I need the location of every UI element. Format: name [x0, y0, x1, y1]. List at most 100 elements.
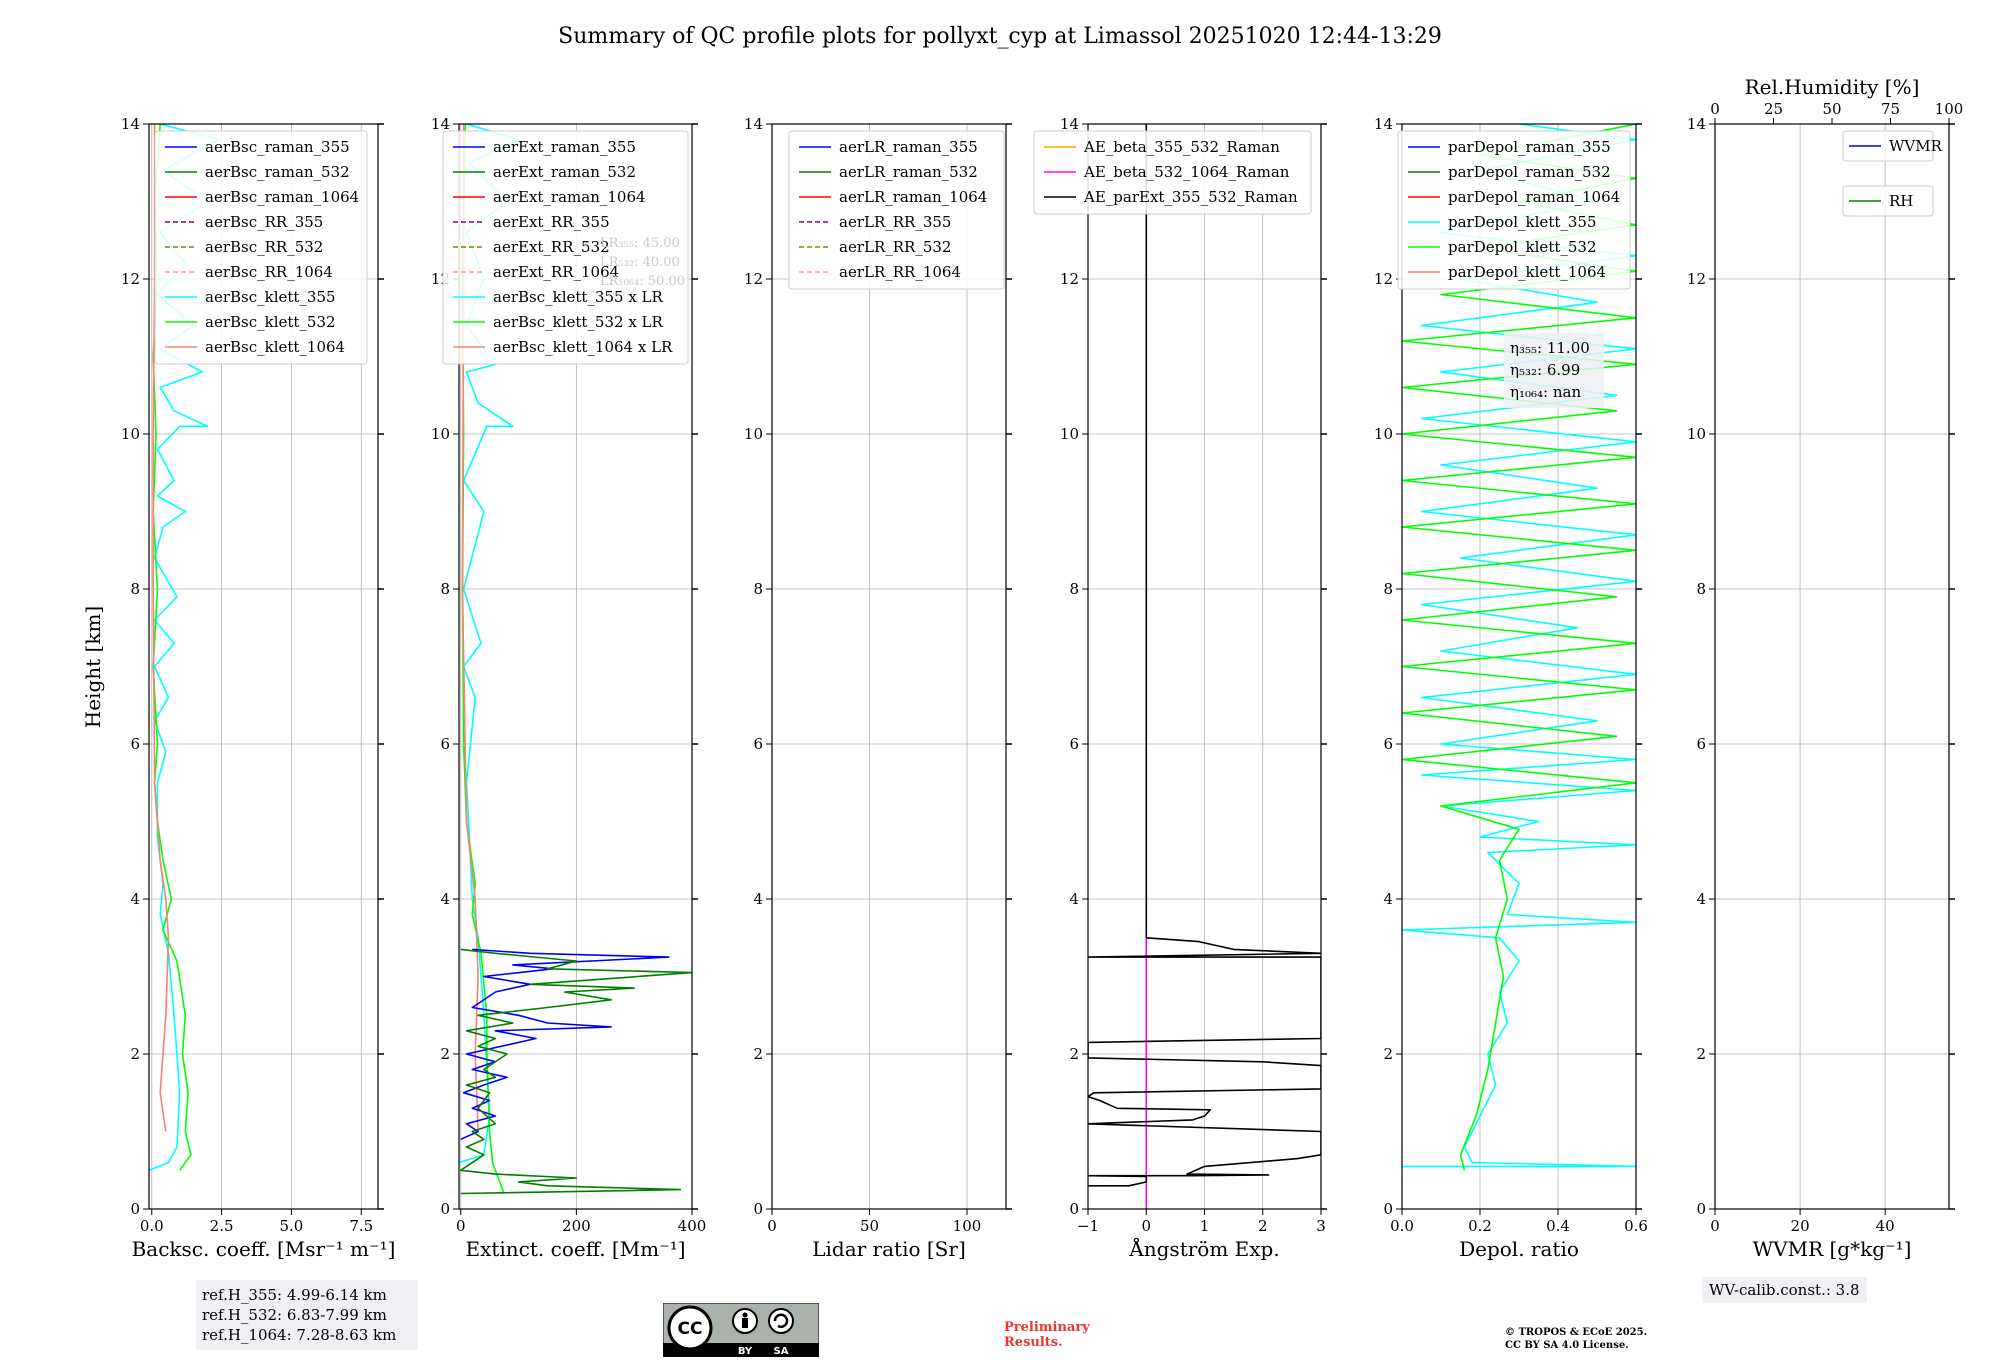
y-tick-label: 6 [1069, 735, 1079, 753]
x-tick-label: 200 [562, 1217, 591, 1235]
lr-annotation: LR₁₀₆₄: 50.00 [600, 274, 685, 289]
y-tick-label: 10 [744, 425, 763, 443]
x-tick-label: 0.4 [1546, 1217, 1570, 1235]
legend-box [1842, 130, 1934, 162]
y-tick-label: 4 [440, 890, 450, 908]
eta-value: η₅₃₂: 6.99 [1510, 361, 1580, 379]
x-axis-label: WVMR [g*kg⁻¹] [1753, 1237, 1912, 1261]
y-tick-label: 12 [744, 270, 763, 288]
series-line-parDepol_klett_355 [1402, 124, 1636, 1168]
x-tick-label: 0.0 [1390, 1217, 1414, 1235]
x-axis-label: Extinct. coeff. [Mm⁻¹] [465, 1237, 685, 1261]
x-tick-label: 0 [767, 1217, 777, 1235]
y-tick-label: 8 [1383, 580, 1393, 598]
x-tick-label: 2 [1258, 1217, 1268, 1235]
y-tick-label: 0 [130, 1200, 140, 1218]
y-tick-label: 12 [1374, 270, 1393, 288]
series-line-aerExt_raman_532 [459, 948, 692, 1195]
legend-entry: parDepol_raman_355 [1448, 138, 1611, 156]
legend-entry: aerExt_RR_1064 [493, 263, 619, 281]
y-tick-label: 0 [1383, 1200, 1393, 1218]
legend-entry: aerBsc_raman_1064 [205, 188, 359, 206]
top-x-tick-label: 25 [1764, 100, 1783, 118]
legend-entry: aerBsc_klett_1064 x LR [493, 338, 673, 356]
panel-wv: 0 20 40 0 2 4 6 8 10 12 14 WVMR [g*kg⁻¹] 0 25 50 75 100 R… [1687, 75, 1963, 1261]
y-tick-label: 4 [130, 890, 140, 908]
x-tick-label: 400 [678, 1217, 707, 1235]
y-tick-label: 2 [753, 1045, 763, 1063]
series-line-AE_parExt_355_532_Raman [1088, 124, 1321, 1187]
series-group [1088, 124, 1321, 1209]
y-tick-label: 0 [753, 1200, 763, 1218]
preliminary-line-2: Results. [1004, 1335, 1063, 1350]
panel-bsc: 0.0 2.5 5.0 7.5 0 2 4 6 8 10 12 14 Backsc. coeff. [M… [121, 115, 395, 1261]
panel-depol: 0.0 0.2 0.4 0.6 0 2 4 6 8 10 12 14 Depol. ratio parDe… [1374, 115, 1648, 1261]
x-tick-label: 0.0 [140, 1217, 164, 1235]
y-tick-label: 8 [1069, 580, 1079, 598]
y-tick-label: 4 [1069, 890, 1079, 908]
legend-entry: aerBsc_RR_1064 [205, 263, 333, 281]
top-x-tick-label: 0 [1710, 100, 1720, 118]
legend-entry: aerLR_RR_1064 [839, 263, 961, 281]
series-line-aerBsc_klett_1064 [152, 124, 170, 1132]
y-tick-label: 6 [1696, 735, 1706, 753]
wv-calib-box: WV-calib.const.: 3.8 [1702, 1277, 1867, 1303]
x-axis-label: Depol. ratio [1459, 1237, 1579, 1261]
y-tick-label: 6 [130, 735, 140, 753]
legend-entry: aerLR_RR_355 [839, 213, 951, 231]
legend-entry: aerExt_raman_1064 [493, 188, 646, 206]
legend-entry: aerExt_raman_355 [493, 138, 636, 156]
legend-entry: WVMR [1889, 137, 1943, 155]
legend-entry: RH [1889, 192, 1913, 210]
preliminary-line-1: Preliminary [1004, 1320, 1090, 1335]
x-tick-label: 0 [456, 1217, 466, 1235]
legend-entry: parDepol_raman_532 [1448, 163, 1611, 181]
y-tick-label: 2 [1696, 1045, 1706, 1063]
y-tick-label: 14 [1687, 115, 1706, 133]
x-tick-label: 0.2 [1468, 1217, 1492, 1235]
y-tick-label: 10 [1060, 425, 1079, 443]
top-x-tick-label: 75 [1881, 100, 1900, 118]
legend-entry: aerExt_raman_532 [493, 163, 636, 181]
x-tick-label: 0.6 [1624, 1217, 1648, 1235]
legend-box [1842, 185, 1934, 217]
axes-frame [1714, 123, 1950, 1210]
legend-entry: aerLR_raman_532 [839, 163, 978, 181]
axes-frame [1401, 123, 1637, 1210]
panel-lr: 0 50 100 0 2 4 6 8 10 12 14 Lidar ratio [Sr] aerLR_r… [744, 115, 1012, 1261]
y-tick-label: 8 [440, 580, 450, 598]
legend-entry: AE_beta_355_532_Raman [1083, 138, 1280, 156]
x-tick-label: 3 [1316, 1217, 1326, 1235]
ref-height-532: ref.H_532: 6.83-7.99 km [202, 1306, 387, 1324]
y-tick-label: 10 [1687, 425, 1706, 443]
y-tick-label: 8 [1696, 580, 1706, 598]
legend-entry: parDepol_raman_1064 [1448, 188, 1620, 206]
top-x-tick-label: 50 [1822, 100, 1841, 118]
y-tick-label: 0 [1696, 1200, 1706, 1218]
ref-height-1064: ref.H_1064: 7.28-8.63 km [202, 1326, 397, 1344]
lr-annotation: LR₅₃₂: 40.00 [600, 255, 680, 270]
y-tick-label: 14 [744, 115, 763, 133]
legend-entry: aerBsc_klett_355 [205, 288, 336, 306]
eta-value: η₃₅₅: 11.00 [1510, 339, 1590, 357]
eta-value: η₁₀₆₄: nan [1510, 383, 1581, 401]
y-axis-label: Height [km] [81, 606, 105, 728]
sa-text: SA [774, 1346, 789, 1357]
cc-circle-icon [667, 1305, 713, 1351]
y-tick-label: 0 [440, 1200, 450, 1218]
legend-box [1033, 130, 1312, 215]
legend-entry: aerBsc_klett_532 [205, 313, 336, 331]
y-tick-label: 6 [440, 735, 450, 753]
legend-entry: aerBsc_RR_355 [205, 213, 323, 231]
x-tick-label: 100 [953, 1217, 982, 1235]
x-axis-label: Lidar ratio [Sr] [812, 1237, 966, 1261]
lr-annotation: LR₃₅₅: 45.00 [600, 236, 680, 251]
y-tick-label: 12 [1060, 270, 1079, 288]
series-line-aerExt_raman_355 [460, 948, 670, 1141]
top-x-tick-label: 100 [1935, 100, 1964, 118]
top-x-axis-label: Rel.Humidity [%] [1745, 75, 1920, 99]
legend-entry: aerBsc_klett_1064 [205, 338, 345, 356]
